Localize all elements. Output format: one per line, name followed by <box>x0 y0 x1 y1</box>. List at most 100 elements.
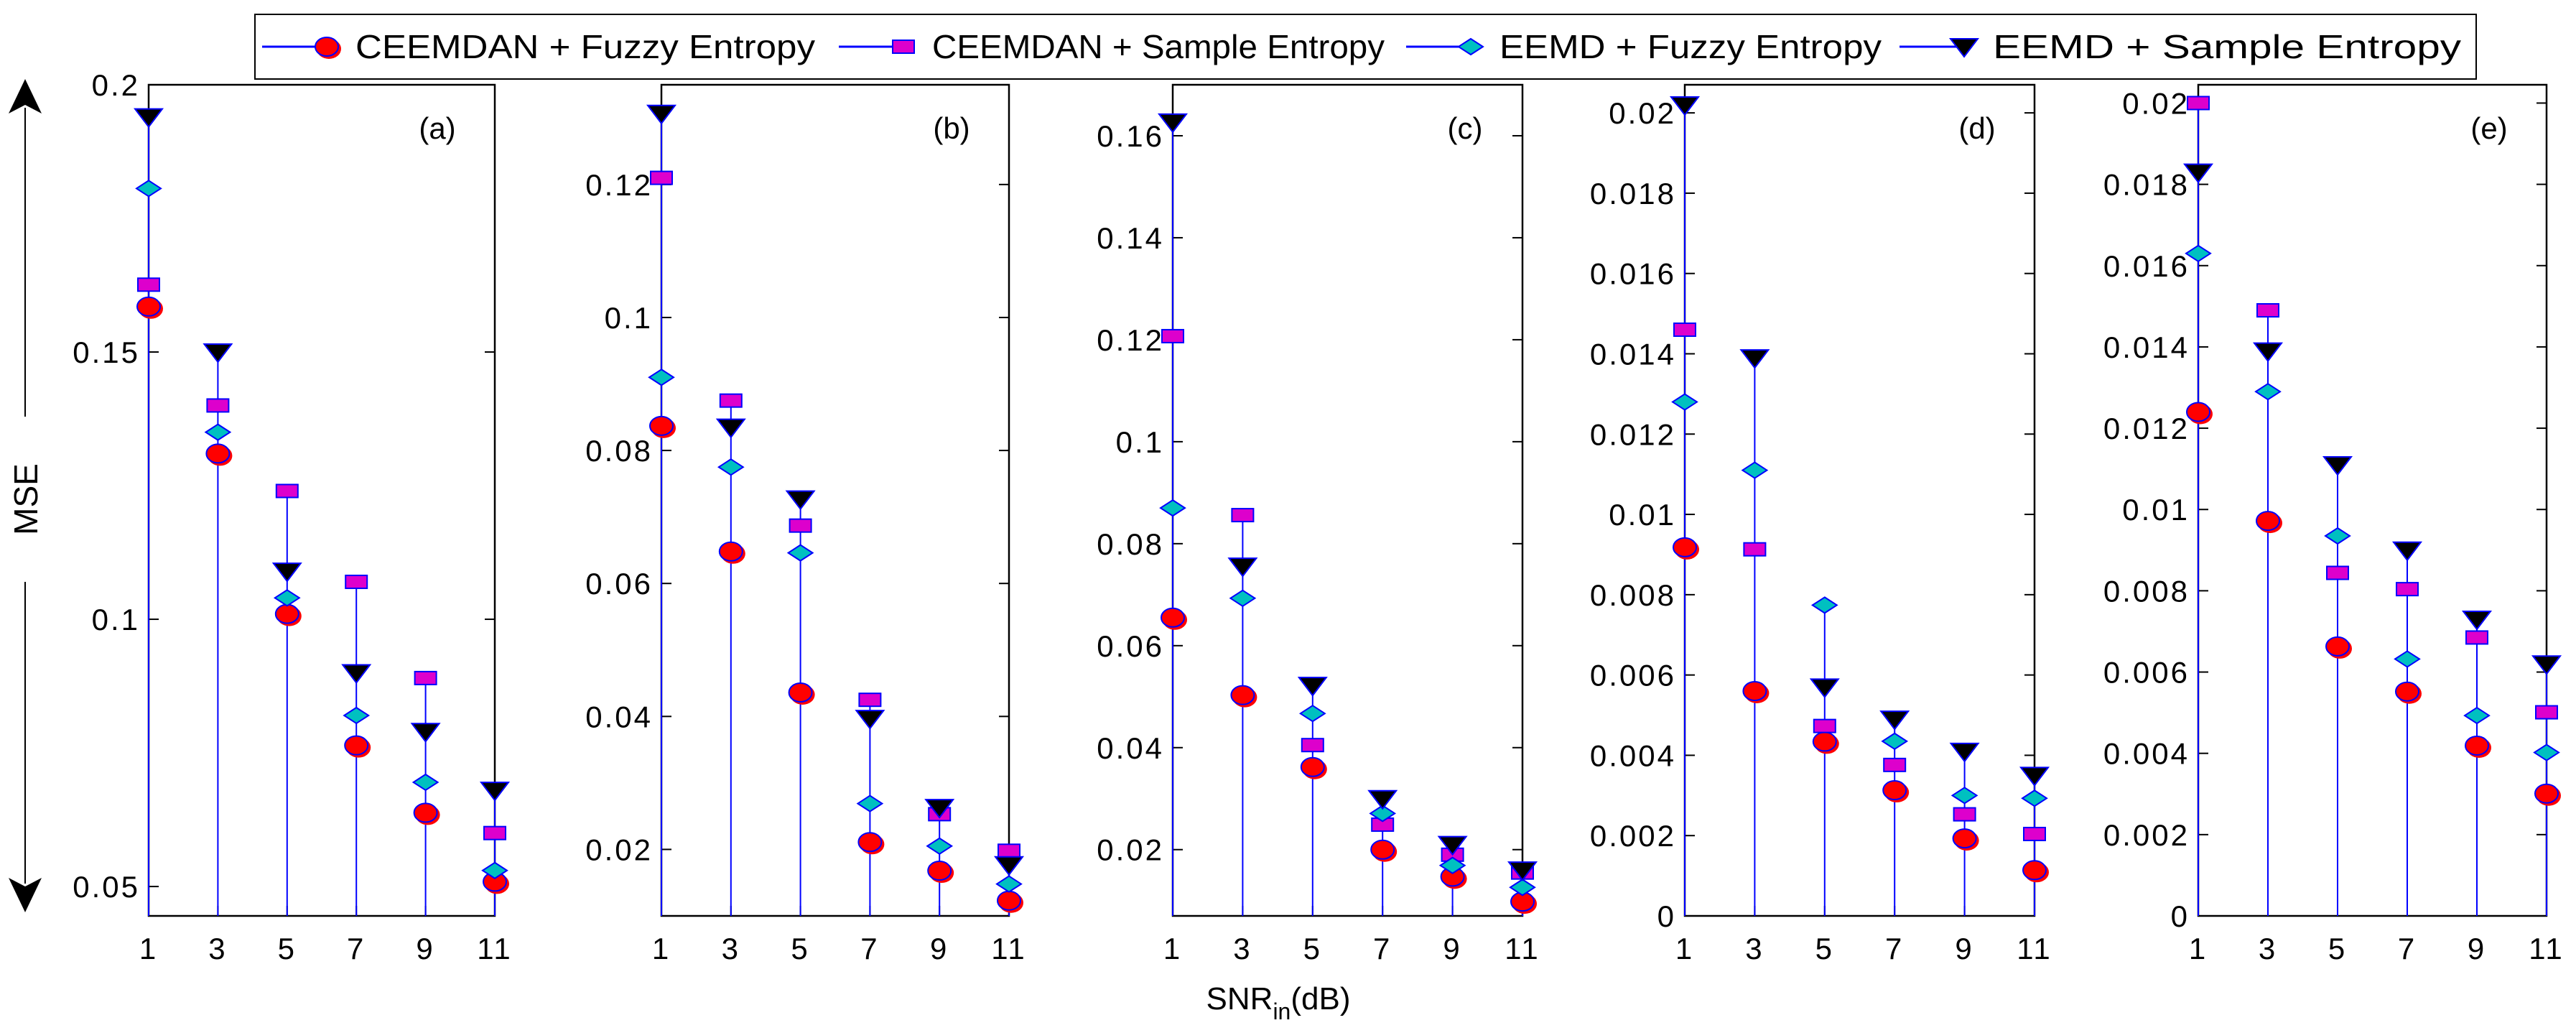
data-point-triangle-down <box>133 108 164 129</box>
data-point-square <box>1743 542 1767 557</box>
data-point-circle <box>413 802 440 825</box>
data-point-triangle-down <box>1437 835 1468 856</box>
data-point-triangle-down <box>1157 113 1189 134</box>
circle-marker-body <box>1230 685 1255 705</box>
series-triangle-down <box>2182 163 2562 675</box>
data-point-square <box>206 398 230 413</box>
legend-label: EEMD + Sample Entropy <box>1993 28 2461 65</box>
legend-label: EEMD + Fuzzy Entropy <box>1499 28 1882 65</box>
data-point-circle <box>2325 636 2352 659</box>
y-tick-label: 0.02 <box>1097 833 1164 867</box>
data-point-circle <box>205 443 233 466</box>
y-tick-label: 0.008 <box>2103 574 2190 608</box>
x-tick-label: 5 <box>2328 932 2347 965</box>
data-point-circle <box>2022 860 2049 883</box>
data-point-triangle-down <box>2252 342 2284 363</box>
data-point-square <box>719 393 743 408</box>
data-point-triangle-down <box>1669 96 1701 116</box>
panel-d: 0 0.002 0.004 0.006 0.008 0.01 0.012 0.014 0.016… <box>1590 83 2050 965</box>
circle-marker-body <box>927 861 952 881</box>
y-tick-label: 0.02 <box>585 833 653 866</box>
data-point-triangle-down <box>203 343 233 363</box>
axes-box <box>1171 83 1524 917</box>
data-point-square <box>1883 757 1907 772</box>
data-point-circle <box>718 541 745 564</box>
series-diamond <box>135 180 508 879</box>
circle-marker-body <box>2534 783 2559 804</box>
legend-entry: EEMD + Fuzzy Entropy <box>1406 28 1882 65</box>
data-point-square <box>137 277 160 292</box>
x-tick-label: 1 <box>2189 932 2208 965</box>
data-point-diamond <box>273 589 301 607</box>
data-point-square <box>2023 826 2046 841</box>
y-tick-label: 0.1 <box>605 301 653 335</box>
data-point-square <box>483 825 506 840</box>
data-point-circle <box>1673 537 1699 560</box>
data-point-diamond <box>1369 805 1397 823</box>
y-tick-label: 0.05 <box>73 870 140 904</box>
series-circle <box>136 296 509 894</box>
data-point-square <box>2535 705 2558 720</box>
data-point-diamond <box>1950 787 1979 805</box>
series-triangle-down <box>646 104 1025 876</box>
data-point-circle <box>857 832 885 855</box>
axes-box <box>660 83 1010 917</box>
axes-box <box>1683 83 2036 917</box>
data-point-square <box>1953 807 1976 822</box>
legend-entry: CEEMDAN + Fuzzy Entropy <box>262 28 815 65</box>
y-tick-label: 0.014 <box>2103 330 2190 364</box>
legend-label: CEEMDAN + Sample Entropy <box>932 28 1385 65</box>
axes-box <box>147 83 496 917</box>
data-point-diamond <box>648 369 675 386</box>
y-tick-label: 0.012 <box>1590 417 1676 451</box>
panel-a: 0.05 0.1 0.15 0.2 1 3 5 7 9 11 (a) <box>73 68 511 965</box>
data-point-circle <box>1882 780 1910 803</box>
panel-label: (a) <box>419 111 455 145</box>
data-point-square <box>2256 303 2279 318</box>
x-tick-label: 1 <box>1163 932 1182 965</box>
circle-marker-body <box>315 37 339 57</box>
data-point-square <box>650 170 673 185</box>
circle-marker-body <box>205 443 231 464</box>
circle-marker-body <box>1882 780 1907 801</box>
circle-marker-body <box>2325 636 2350 657</box>
data-point-diamond <box>2185 244 2212 262</box>
x-axis-label-sub: in <box>1273 999 1291 1024</box>
data-point-triangle-down <box>271 562 302 583</box>
data-point-square <box>2326 565 2349 580</box>
x-tick-label: 9 <box>1955 932 1973 965</box>
data-point-triangle-down <box>2531 655 2562 675</box>
data-point-diamond <box>1810 596 1838 614</box>
y-tick-label: 0.1 <box>92 603 140 636</box>
data-point-diamond <box>2533 744 2560 761</box>
circle-marker-body <box>413 802 438 823</box>
panel-e: 0 0.002 0.004 0.006 0.008 0.01 0.012 0.014 0.016… <box>2103 83 2562 965</box>
y-tick-label: 0.12 <box>1097 323 1164 357</box>
circle-marker-body <box>1161 607 1185 628</box>
data-point-triangle-down <box>646 104 677 125</box>
y-axis-label: MSE <box>7 463 45 535</box>
x-tick-label: 9 <box>416 932 434 965</box>
y-tick-label: 0.002 <box>1590 819 1676 853</box>
data-point-square <box>1231 508 1255 523</box>
circle-marker-body <box>718 541 743 562</box>
legend-marker-triangle-down <box>1948 38 1980 58</box>
series-diamond <box>2185 244 2560 761</box>
data-point-diamond <box>1298 705 1326 723</box>
data-point-diamond <box>1509 879 1536 897</box>
x-tick-label: 1 <box>1675 932 1694 965</box>
x-tick-label: 3 <box>1233 932 1252 965</box>
y-tick-label: 0.006 <box>2103 656 2190 690</box>
y-tick-label: 0.016 <box>2103 249 2190 283</box>
x-tick-label: 11 <box>991 932 1027 965</box>
circle-marker-body <box>857 832 883 853</box>
data-point-triangle-down <box>855 710 885 730</box>
data-point-diamond <box>135 180 162 198</box>
data-point-diamond <box>204 423 232 441</box>
data-point-circle <box>2256 511 2282 534</box>
x-tick-label: 3 <box>2259 932 2277 965</box>
series-square <box>650 170 1020 858</box>
series-circle <box>649 415 1023 913</box>
y-tick-label: 0.12 <box>585 168 653 202</box>
